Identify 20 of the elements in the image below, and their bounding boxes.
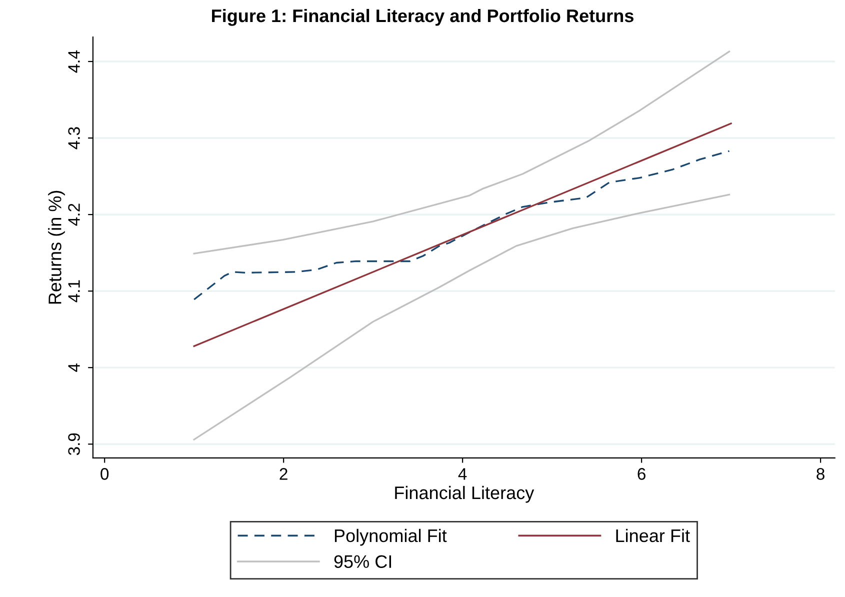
- x-axis-title: Financial Literacy: [395, 486, 534, 503]
- y-tick-label: 4: [68, 363, 80, 372]
- line-series: [193, 50, 730, 254]
- legend-label: 95% CI: [334, 555, 392, 568]
- chart-title: Figure 1: Financial Literacy and Portfolio Returns: [212, 8, 634, 26]
- legend-label: Polynomial Fit: [334, 528, 447, 546]
- line-series: [193, 194, 730, 440]
- x-tick-label: 0: [100, 468, 109, 480]
- x-tick-label: 6: [638, 468, 646, 480]
- y-axis-title: Returns (in %): [48, 190, 65, 304]
- y-tick-label: 4.4: [68, 50, 80, 73]
- x-tick-label: 4: [458, 468, 467, 480]
- y-tick-label: 3.9: [68, 433, 80, 456]
- line-series: [193, 150, 730, 300]
- x-tick-label: 8: [816, 468, 824, 480]
- y-tick-label: 4.2: [68, 204, 80, 226]
- legend-label: Linear Fit: [616, 528, 690, 542]
- x-tick-label: 2: [280, 468, 288, 480]
- y-tick-label: 4.1: [68, 280, 80, 302]
- y-tick-label: 4.3: [68, 127, 80, 150]
